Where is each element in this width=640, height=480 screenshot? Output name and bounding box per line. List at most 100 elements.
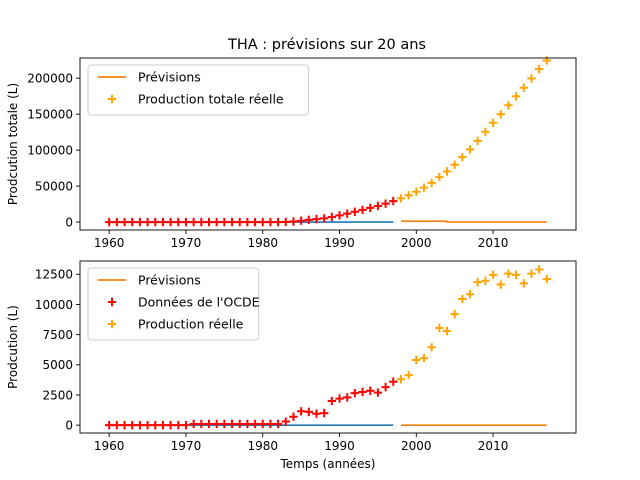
y-tick-label: 5000: [42, 358, 73, 372]
data-point-1-3: [419, 183, 429, 192]
x-tick-label: 2000: [401, 236, 432, 250]
legend-label: Prévisions: [138, 273, 201, 288]
y-tick-label: 0: [65, 215, 73, 229]
x-tick-label: 1970: [171, 439, 202, 453]
data-point-1-11: [481, 127, 490, 136]
data-point-0-11: [189, 217, 198, 227]
x-tick-label: 1970: [171, 236, 202, 250]
data-point-1-4: [427, 178, 436, 188]
data-point-0-18: [243, 217, 252, 227]
data-point-0-13: [204, 217, 214, 227]
data-point-0-17: [235, 419, 244, 429]
axes-frame: [79, 260, 577, 434]
data-point-0-10: [181, 420, 191, 430]
data-point-0-17: [235, 217, 244, 227]
data-point-0-21: [266, 419, 275, 429]
legend-marker-swatch: [107, 297, 117, 307]
data-point-0-31: [342, 209, 352, 218]
data-point-1-12: [488, 270, 498, 280]
data-point-0-33: [358, 205, 367, 215]
data-point-0-19: [250, 419, 260, 429]
data-point-0-19: [250, 217, 260, 227]
data-point-0-9: [174, 217, 183, 227]
data-point-0-22: [273, 217, 283, 227]
y-tick-label: 10000: [35, 298, 73, 312]
y-axis-label: Prodcution totale (L): [6, 83, 20, 205]
data-point-0-11: [189, 419, 198, 429]
data-point-1-9: [465, 145, 475, 154]
data-point-0-25: [296, 407, 306, 416]
data-point-1-13: [496, 280, 505, 289]
axes-frame: [79, 57, 577, 231]
data-point-1-16: [519, 83, 528, 92]
y-tick-label: 50000: [35, 179, 73, 193]
data-point-1-8: [458, 294, 467, 304]
data-point-1-4: [427, 343, 436, 352]
data-point-1-0: [396, 194, 406, 203]
data-point-0-35: [373, 388, 383, 397]
data-point-1-0: [396, 375, 406, 384]
data-point-1-5: [435, 323, 444, 333]
x-tick-label: 1980: [247, 439, 278, 453]
legend-label: Prévisions: [138, 70, 201, 85]
figure-title: THA : prévisions sur 20 ans: [227, 37, 426, 53]
legend-box: [87, 267, 260, 341]
data-point-1-2: [412, 355, 421, 365]
data-point-0-35: [373, 201, 383, 211]
data-point-0-2: [120, 217, 129, 227]
legend-label: Production réelle: [138, 317, 244, 332]
data-point-0-30: [335, 211, 344, 220]
data-point-0-27: [312, 409, 321, 418]
data-point-0-24: [289, 412, 298, 421]
data-point-0-6: [151, 217, 160, 227]
data-point-1-10: [473, 136, 482, 146]
data-point-0-23: [281, 217, 290, 227]
data-point-1-18: [534, 64, 544, 74]
data-point-0-15: [220, 217, 229, 227]
data-point-1-7: [450, 309, 459, 319]
data-point-1-1: [404, 370, 413, 380]
data-point-1-7: [450, 160, 459, 169]
data-point-0-34: [366, 386, 375, 395]
x-tick-label: 2010: [478, 439, 509, 453]
data-point-0-23: [281, 417, 290, 426]
data-point-0-32: [350, 388, 360, 398]
data-point-0-29: [327, 212, 337, 222]
axes-bottom: 1960 1970 1980 1990 2000 2010 0 2500 5000 7500 100…: [6, 260, 577, 471]
data-point-0-0: [104, 217, 114, 227]
data-point-1-1: [404, 191, 413, 200]
data-point-0-29: [327, 396, 337, 406]
data-point-1-5: [435, 172, 444, 182]
data-point-1-15: [511, 270, 521, 280]
data-point-1-10: [473, 277, 482, 287]
data-point-1-16: [519, 279, 528, 288]
data-point-0-7: [158, 217, 168, 227]
y-tick-label: 7500: [42, 328, 73, 342]
data-point-0-10: [181, 217, 191, 227]
data-point-0-3: [128, 420, 137, 430]
data-point-0-15: [220, 419, 229, 429]
x-tick-label: 1960: [94, 236, 125, 250]
y-tick-label: 12500: [35, 268, 73, 282]
data-point-0-18: [243, 419, 252, 429]
data-point-0-37: [389, 377, 398, 386]
data-point-0-24: [289, 217, 298, 226]
x-axis-label: Temps (années): [280, 457, 376, 471]
y-tick-label: 2500: [42, 388, 73, 402]
data-point-1-3: [419, 353, 429, 363]
data-point-0-30: [335, 394, 344, 403]
data-point-0-28: [319, 408, 329, 418]
legend-marker-swatch: [107, 319, 117, 329]
data-point-0-20: [258, 217, 267, 227]
data-point-1-17: [527, 269, 536, 278]
data-point-0-7: [158, 420, 168, 430]
data-point-0-22: [273, 419, 283, 429]
axes-top: 1960 1970 1980 1990 2000 2010 0 50000 100000 1500…: [6, 56, 577, 250]
x-tick-label: 1960: [94, 439, 125, 453]
data-point-1-8: [458, 152, 467, 162]
data-point-0-16: [227, 419, 237, 429]
series-line-1: [400, 220, 547, 223]
data-point-0-2: [120, 420, 129, 430]
data-point-1-17: [527, 74, 536, 83]
